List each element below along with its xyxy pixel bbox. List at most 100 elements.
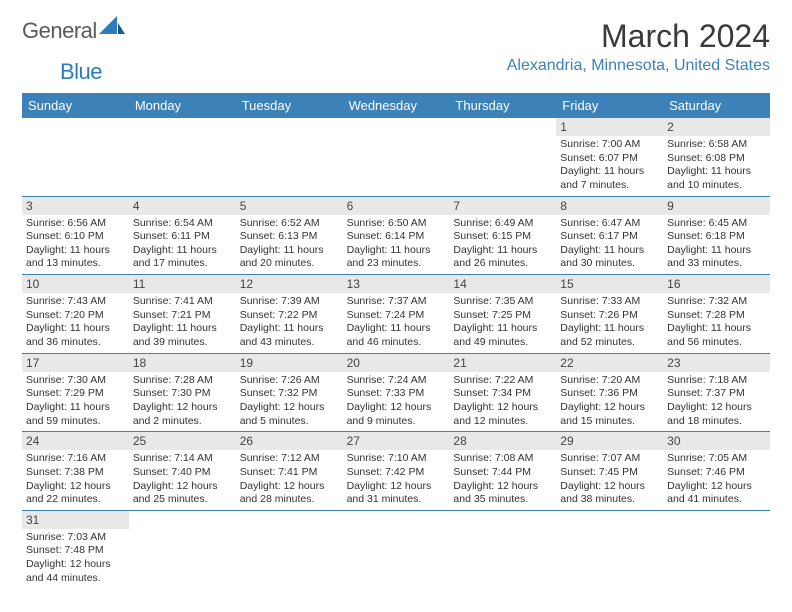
calendar-cell: 18Sunrise: 7:28 AMSunset: 7:30 PMDayligh… bbox=[129, 354, 236, 433]
logo-text-general: General bbox=[22, 18, 97, 44]
calendar-cell: 10Sunrise: 7:43 AMSunset: 7:20 PMDayligh… bbox=[22, 275, 129, 354]
day-number: 4 bbox=[129, 197, 236, 215]
calendar-cell: 20Sunrise: 7:24 AMSunset: 7:33 PMDayligh… bbox=[343, 354, 450, 433]
calendar-cell-empty bbox=[129, 118, 236, 197]
title-block: March 2024 Alexandria, Minnesota, United… bbox=[507, 18, 770, 75]
day-number: 25 bbox=[129, 432, 236, 450]
weekday-header: Wednesday bbox=[343, 93, 450, 118]
calendar-cell-empty bbox=[343, 118, 450, 197]
sail-icon bbox=[99, 16, 125, 39]
day-details: Sunrise: 6:50 AMSunset: 6:14 PMDaylight:… bbox=[343, 215, 450, 275]
day-details: Sunrise: 7:05 AMSunset: 7:46 PMDaylight:… bbox=[663, 450, 770, 510]
weekday-header: Monday bbox=[129, 93, 236, 118]
day-number: 19 bbox=[236, 354, 343, 372]
calendar: SundayMondayTuesdayWednesdayThursdayFrid… bbox=[22, 93, 770, 589]
weekday-header: Friday bbox=[556, 93, 663, 118]
day-details: Sunrise: 7:35 AMSunset: 7:25 PMDaylight:… bbox=[449, 293, 556, 353]
day-details: Sunrise: 7:43 AMSunset: 7:20 PMDaylight:… bbox=[22, 293, 129, 353]
calendar-cell: 8Sunrise: 6:47 AMSunset: 6:17 PMDaylight… bbox=[556, 197, 663, 276]
day-number: 9 bbox=[663, 197, 770, 215]
calendar-cell-empty bbox=[556, 511, 663, 589]
day-details: Sunrise: 6:54 AMSunset: 6:11 PMDaylight:… bbox=[129, 215, 236, 275]
weekday-header: Thursday bbox=[449, 93, 556, 118]
calendar-cell: 15Sunrise: 7:33 AMSunset: 7:26 PMDayligh… bbox=[556, 275, 663, 354]
day-details: Sunrise: 7:14 AMSunset: 7:40 PMDaylight:… bbox=[129, 450, 236, 510]
day-number: 17 bbox=[22, 354, 129, 372]
day-number: 5 bbox=[236, 197, 343, 215]
day-details: Sunrise: 7:10 AMSunset: 7:42 PMDaylight:… bbox=[343, 450, 450, 510]
calendar-cell: 29Sunrise: 7:07 AMSunset: 7:45 PMDayligh… bbox=[556, 432, 663, 511]
day-details: Sunrise: 7:18 AMSunset: 7:37 PMDaylight:… bbox=[663, 372, 770, 432]
calendar-cell: 1Sunrise: 7:00 AMSunset: 6:07 PMDaylight… bbox=[556, 118, 663, 197]
calendar-cell: 19Sunrise: 7:26 AMSunset: 7:32 PMDayligh… bbox=[236, 354, 343, 433]
calendar-cell: 11Sunrise: 7:41 AMSunset: 7:21 PMDayligh… bbox=[129, 275, 236, 354]
location-text: Alexandria, Minnesota, United States bbox=[507, 57, 770, 75]
calendar-cell-empty bbox=[343, 511, 450, 589]
calendar-cell: 27Sunrise: 7:10 AMSunset: 7:42 PMDayligh… bbox=[343, 432, 450, 511]
day-number: 10 bbox=[22, 275, 129, 293]
day-number: 18 bbox=[129, 354, 236, 372]
calendar-cell: 7Sunrise: 6:49 AMSunset: 6:15 PMDaylight… bbox=[449, 197, 556, 276]
day-details: Sunrise: 7:07 AMSunset: 7:45 PMDaylight:… bbox=[556, 450, 663, 510]
calendar-cell: 31Sunrise: 7:03 AMSunset: 7:48 PMDayligh… bbox=[22, 511, 129, 589]
day-number: 21 bbox=[449, 354, 556, 372]
day-details: Sunrise: 7:20 AMSunset: 7:36 PMDaylight:… bbox=[556, 372, 663, 432]
logo-text-blue: Blue bbox=[60, 59, 102, 85]
calendar-cell: 17Sunrise: 7:30 AMSunset: 7:29 PMDayligh… bbox=[22, 354, 129, 433]
day-details: Sunrise: 7:08 AMSunset: 7:44 PMDaylight:… bbox=[449, 450, 556, 510]
calendar-cell: 30Sunrise: 7:05 AMSunset: 7:46 PMDayligh… bbox=[663, 432, 770, 511]
calendar-cell-empty bbox=[449, 511, 556, 589]
calendar-cell: 6Sunrise: 6:50 AMSunset: 6:14 PMDaylight… bbox=[343, 197, 450, 276]
day-details: Sunrise: 6:58 AMSunset: 6:08 PMDaylight:… bbox=[663, 136, 770, 196]
calendar-header-row: SundayMondayTuesdayWednesdayThursdayFrid… bbox=[22, 93, 770, 118]
day-number: 26 bbox=[236, 432, 343, 450]
calendar-cell: 25Sunrise: 7:14 AMSunset: 7:40 PMDayligh… bbox=[129, 432, 236, 511]
day-number: 6 bbox=[343, 197, 450, 215]
day-details: Sunrise: 7:12 AMSunset: 7:41 PMDaylight:… bbox=[236, 450, 343, 510]
day-number: 24 bbox=[22, 432, 129, 450]
day-details: Sunrise: 6:56 AMSunset: 6:10 PMDaylight:… bbox=[22, 215, 129, 275]
day-number: 2 bbox=[663, 118, 770, 136]
calendar-cell-empty bbox=[22, 118, 129, 197]
calendar-cell: 9Sunrise: 6:45 AMSunset: 6:18 PMDaylight… bbox=[663, 197, 770, 276]
calendar-body: 1Sunrise: 7:00 AMSunset: 6:07 PMDaylight… bbox=[22, 118, 770, 589]
day-number: 11 bbox=[129, 275, 236, 293]
calendar-cell: 28Sunrise: 7:08 AMSunset: 7:44 PMDayligh… bbox=[449, 432, 556, 511]
day-details: Sunrise: 7:33 AMSunset: 7:26 PMDaylight:… bbox=[556, 293, 663, 353]
day-number: 23 bbox=[663, 354, 770, 372]
day-number: 29 bbox=[556, 432, 663, 450]
day-number: 28 bbox=[449, 432, 556, 450]
day-details: Sunrise: 7:26 AMSunset: 7:32 PMDaylight:… bbox=[236, 372, 343, 432]
calendar-cell: 14Sunrise: 7:35 AMSunset: 7:25 PMDayligh… bbox=[449, 275, 556, 354]
day-details: Sunrise: 6:47 AMSunset: 6:17 PMDaylight:… bbox=[556, 215, 663, 275]
calendar-cell: 26Sunrise: 7:12 AMSunset: 7:41 PMDayligh… bbox=[236, 432, 343, 511]
day-details: Sunrise: 7:30 AMSunset: 7:29 PMDaylight:… bbox=[22, 372, 129, 432]
day-number: 15 bbox=[556, 275, 663, 293]
calendar-cell-empty bbox=[236, 118, 343, 197]
calendar-cell: 5Sunrise: 6:52 AMSunset: 6:13 PMDaylight… bbox=[236, 197, 343, 276]
day-number: 1 bbox=[556, 118, 663, 136]
day-details: Sunrise: 7:16 AMSunset: 7:38 PMDaylight:… bbox=[22, 450, 129, 510]
weekday-header: Sunday bbox=[22, 93, 129, 118]
calendar-cell: 3Sunrise: 6:56 AMSunset: 6:10 PMDaylight… bbox=[22, 197, 129, 276]
logo: General bbox=[22, 18, 125, 44]
calendar-cell: 4Sunrise: 6:54 AMSunset: 6:11 PMDaylight… bbox=[129, 197, 236, 276]
day-number: 12 bbox=[236, 275, 343, 293]
day-details: Sunrise: 6:49 AMSunset: 6:15 PMDaylight:… bbox=[449, 215, 556, 275]
calendar-cell: 23Sunrise: 7:18 AMSunset: 7:37 PMDayligh… bbox=[663, 354, 770, 433]
day-number: 13 bbox=[343, 275, 450, 293]
calendar-cell: 2Sunrise: 6:58 AMSunset: 6:08 PMDaylight… bbox=[663, 118, 770, 197]
calendar-cell-empty bbox=[129, 511, 236, 589]
day-details: Sunrise: 7:03 AMSunset: 7:48 PMDaylight:… bbox=[22, 529, 129, 589]
day-details: Sunrise: 7:32 AMSunset: 7:28 PMDaylight:… bbox=[663, 293, 770, 353]
calendar-cell: 22Sunrise: 7:20 AMSunset: 7:36 PMDayligh… bbox=[556, 354, 663, 433]
day-details: Sunrise: 7:22 AMSunset: 7:34 PMDaylight:… bbox=[449, 372, 556, 432]
day-details: Sunrise: 7:28 AMSunset: 7:30 PMDaylight:… bbox=[129, 372, 236, 432]
day-number: 31 bbox=[22, 511, 129, 529]
day-number: 27 bbox=[343, 432, 450, 450]
day-number: 14 bbox=[449, 275, 556, 293]
weekday-header: Saturday bbox=[663, 93, 770, 118]
day-number: 16 bbox=[663, 275, 770, 293]
day-number: 30 bbox=[663, 432, 770, 450]
calendar-cell: 21Sunrise: 7:22 AMSunset: 7:34 PMDayligh… bbox=[449, 354, 556, 433]
